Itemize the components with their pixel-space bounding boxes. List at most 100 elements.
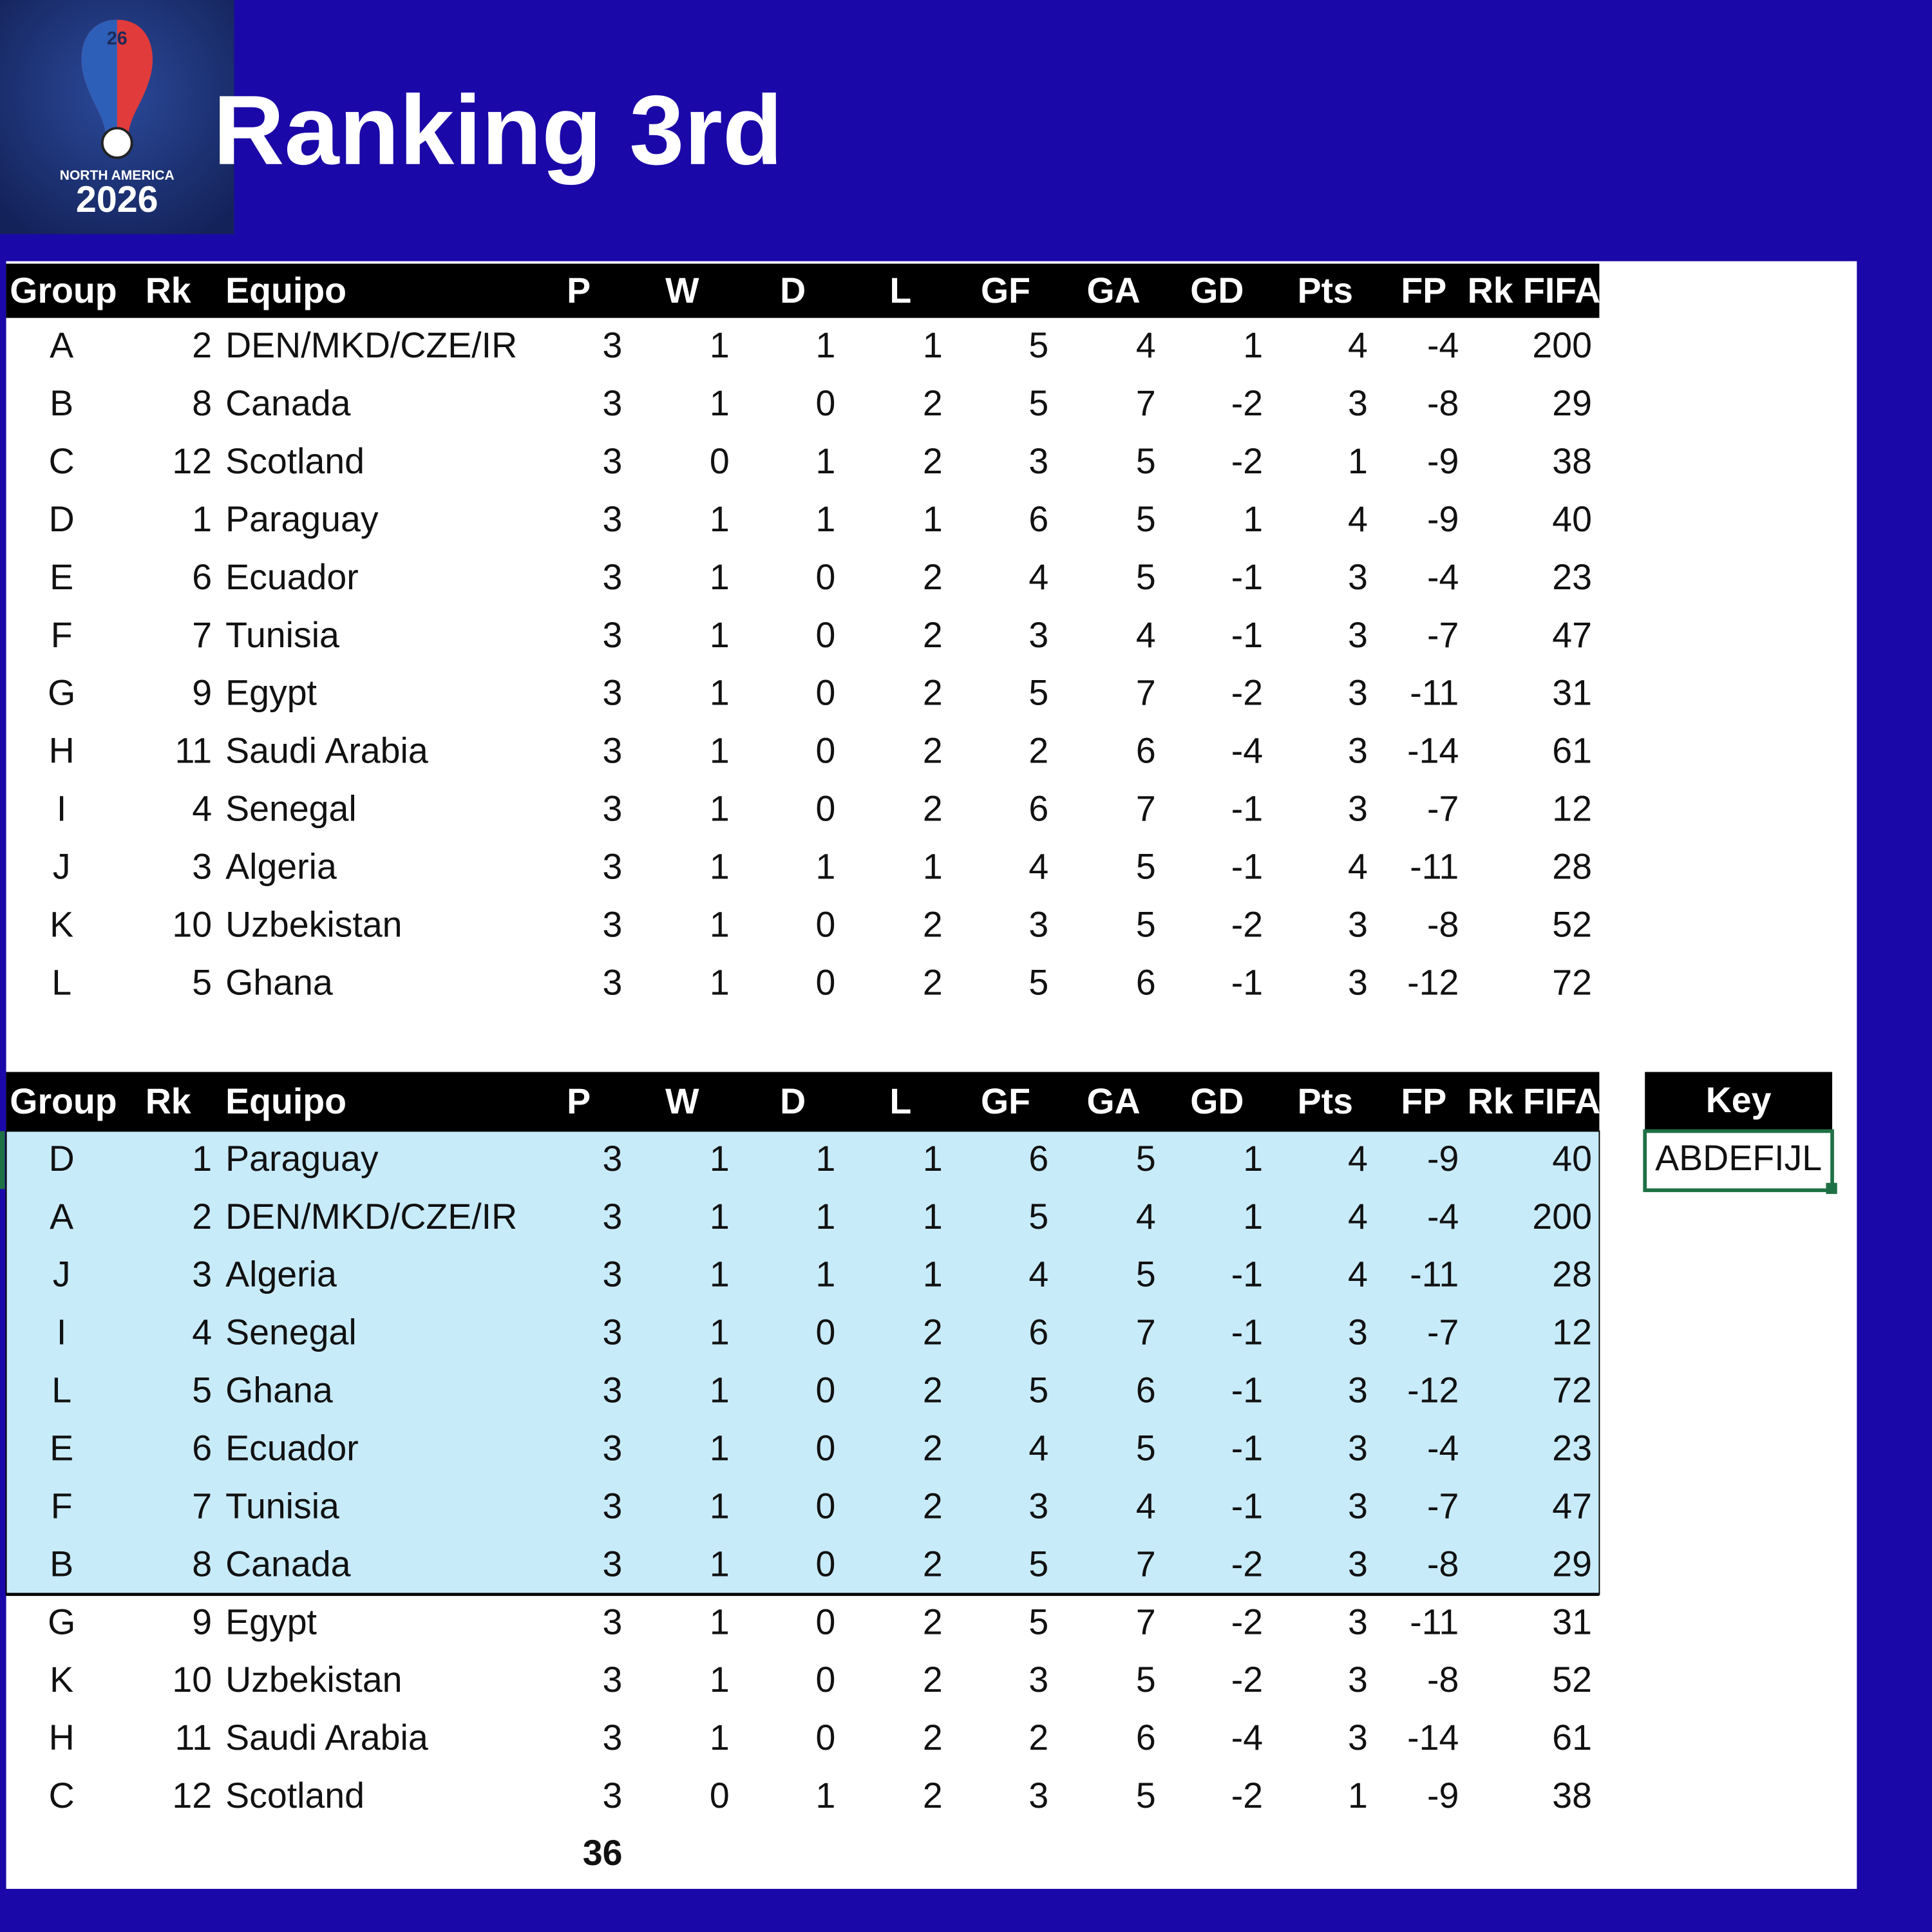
cell: 1 bbox=[710, 1197, 730, 1236]
column-header: Group bbox=[10, 270, 117, 310]
cell: 0 bbox=[815, 1486, 835, 1526]
cell: 1 bbox=[815, 325, 835, 365]
column-header: Rk bbox=[146, 270, 191, 310]
cell: Algeria bbox=[225, 846, 337, 886]
column-header: Equipo bbox=[225, 270, 346, 310]
cell: 6 bbox=[192, 557, 212, 597]
key-header: Key bbox=[1706, 1080, 1772, 1120]
cell: 3 bbox=[192, 846, 212, 886]
cell: 3 bbox=[1348, 557, 1368, 597]
cell: 6 bbox=[1028, 789, 1048, 829]
cell: 2 bbox=[923, 1718, 943, 1757]
cell: -9 bbox=[1427, 499, 1459, 539]
cell: 1 bbox=[710, 1428, 730, 1468]
cell: 1 bbox=[710, 499, 730, 539]
cell: 5 bbox=[1136, 441, 1156, 481]
cell: 5 bbox=[1028, 962, 1048, 1002]
cell: 40 bbox=[1552, 1139, 1592, 1179]
cell: H bbox=[49, 1718, 75, 1757]
cell: 7 bbox=[1136, 1544, 1156, 1584]
ball bbox=[100, 127, 133, 159]
column-header: Pts bbox=[1298, 1081, 1353, 1121]
cell: 0 bbox=[815, 904, 835, 944]
cell: -14 bbox=[1407, 1718, 1459, 1757]
cell: 2 bbox=[923, 383, 943, 423]
cell: 3 bbox=[1028, 441, 1048, 481]
cell: 3 bbox=[602, 1197, 622, 1236]
cell: 3 bbox=[602, 731, 622, 771]
cell: 3 bbox=[602, 557, 622, 597]
cell: 1 bbox=[710, 1370, 730, 1410]
cell: 5 bbox=[1136, 846, 1156, 886]
cell: 1 bbox=[923, 1255, 943, 1294]
cell: 11 bbox=[175, 731, 212, 771]
cell: 1 bbox=[1243, 1197, 1263, 1236]
cell: 4 bbox=[192, 789, 212, 829]
cell: 5 bbox=[1136, 1428, 1156, 1468]
cell: -8 bbox=[1427, 1660, 1459, 1700]
cell: Egypt bbox=[225, 673, 317, 713]
cell: 5 bbox=[1136, 1776, 1156, 1815]
cell: 9 bbox=[192, 673, 212, 713]
cell: 3 bbox=[602, 1776, 622, 1815]
cell: 1 bbox=[1348, 1776, 1368, 1815]
cell: 3 bbox=[602, 789, 622, 829]
cell: -9 bbox=[1427, 1776, 1459, 1815]
cell: 1 bbox=[923, 846, 943, 886]
cell: 0 bbox=[815, 731, 835, 771]
cell: L bbox=[52, 962, 71, 1002]
cell: -4 bbox=[1427, 557, 1459, 597]
cell: 5 bbox=[1028, 673, 1048, 713]
cell: Tunisia bbox=[225, 615, 339, 655]
cell: 6 bbox=[1028, 499, 1048, 539]
cell: 1 bbox=[923, 1139, 943, 1179]
logo: 26 NORTH AMERICA 2026 bbox=[0, 0, 234, 234]
cell: Saudi Arabia bbox=[225, 731, 428, 771]
column-header: GA bbox=[1086, 1081, 1140, 1121]
column-header: GD bbox=[1190, 1081, 1244, 1121]
cell: 3 bbox=[1348, 1544, 1368, 1584]
cell: 6 bbox=[1028, 1139, 1048, 1179]
cell: 1 bbox=[710, 1718, 730, 1757]
cell: 3 bbox=[602, 1602, 622, 1642]
cell: 0 bbox=[710, 441, 730, 481]
cell: 6 bbox=[1028, 1312, 1048, 1352]
cell: 3 bbox=[1348, 1486, 1368, 1526]
cell: J bbox=[53, 846, 71, 886]
cell: -4 bbox=[1427, 325, 1459, 365]
cell: 4 bbox=[1028, 846, 1048, 886]
cell: 7 bbox=[192, 615, 212, 655]
cell: -2 bbox=[1231, 1660, 1263, 1700]
cell: 0 bbox=[815, 673, 835, 713]
cell: DEN/MKD/CZE/IR bbox=[225, 1197, 517, 1236]
cell: 0 bbox=[815, 557, 835, 597]
cell: 1 bbox=[710, 789, 730, 829]
cell: 4 bbox=[1348, 1139, 1368, 1179]
cell: Senegal bbox=[225, 789, 357, 829]
column-header: FP bbox=[1401, 270, 1446, 310]
cell: 7 bbox=[192, 1486, 212, 1526]
column-header: GF bbox=[981, 270, 1030, 310]
row-marker bbox=[0, 1131, 5, 1189]
key-cell[interactable] bbox=[1643, 1129, 1834, 1193]
cell: 1 bbox=[710, 325, 730, 365]
cell: 1 bbox=[710, 383, 730, 423]
column-header: L bbox=[889, 270, 911, 310]
cell: D bbox=[49, 1139, 75, 1179]
cell: 1 bbox=[815, 1139, 835, 1179]
cell: 3 bbox=[602, 673, 622, 713]
cell: 2 bbox=[923, 1312, 943, 1352]
cell: 4 bbox=[1348, 846, 1368, 886]
cell: 1 bbox=[710, 904, 730, 944]
cell: 2 bbox=[923, 1544, 943, 1584]
cell: 2 bbox=[923, 1428, 943, 1468]
cell: 7 bbox=[1136, 383, 1156, 423]
column-header: Equipo bbox=[225, 1081, 346, 1121]
cell: 10 bbox=[172, 1660, 212, 1700]
cell: 5 bbox=[1136, 904, 1156, 944]
cell: 0 bbox=[815, 1660, 835, 1700]
cell: 1 bbox=[1243, 325, 1263, 365]
cell: 38 bbox=[1552, 1776, 1592, 1815]
